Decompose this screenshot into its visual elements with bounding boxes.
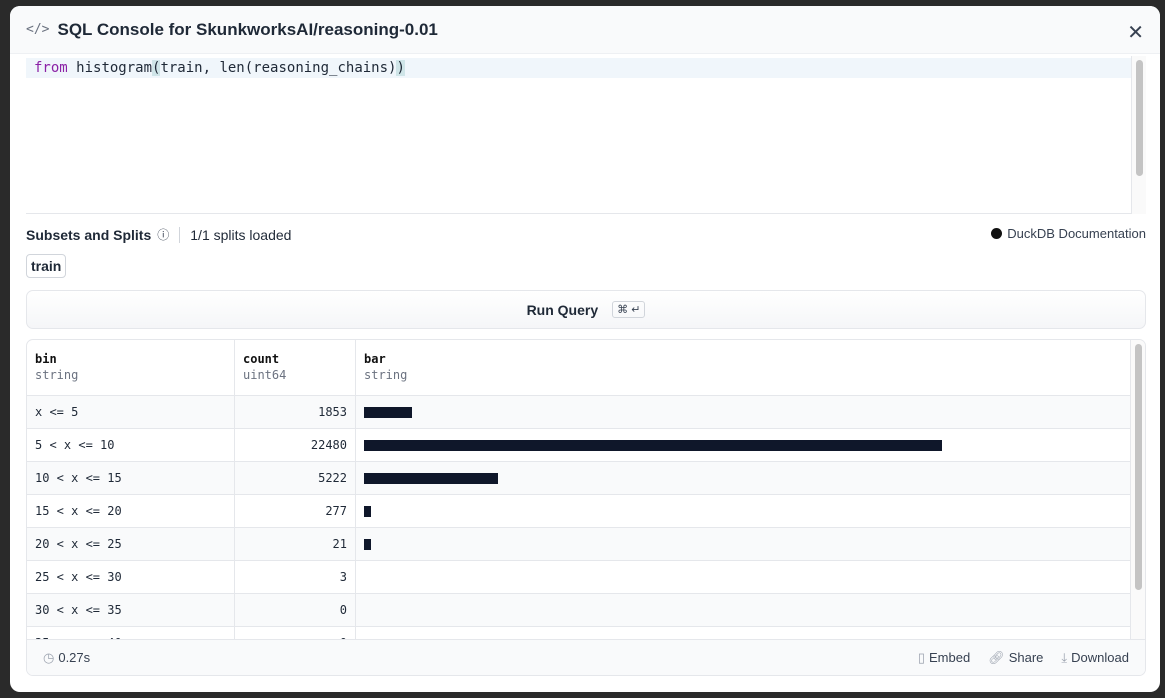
editor-scrollbar[interactable] — [1131, 56, 1146, 214]
split-chip-train[interactable]: train — [26, 254, 67, 278]
table-scrollbar[interactable] — [1130, 340, 1145, 640]
cell-bar — [356, 462, 1131, 494]
histogram-bar — [364, 472, 498, 484]
cell-bar — [356, 396, 1131, 428]
cell-count: 21 — [235, 528, 356, 560]
embed-button[interactable]: ▯ Embed — [917, 649, 971, 665]
table-row: 10 < x <= 15 5222 — [27, 462, 1131, 495]
modal-header: </> SQL Console for SkunkworksAI/reasoni… — [10, 6, 1160, 54]
download-icon: ⤓ — [1061, 649, 1068, 665]
cell-count: 0 — [235, 594, 356, 626]
column-header-bin[interactable]: bin string — [27, 340, 235, 395]
function-args: train, len(reasoning_chains) — [160, 60, 397, 76]
column-header-count[interactable]: count uint64 — [235, 340, 356, 395]
splits-status: 1/1 splits loaded — [190, 226, 292, 243]
cell-count: 22480 — [235, 429, 356, 461]
cell-bin: 20 < x <= 25 — [27, 528, 235, 560]
histogram-bar — [364, 406, 412, 418]
cell-count: 3 — [235, 561, 356, 593]
cell-bar — [356, 594, 1131, 626]
download-button[interactable]: ⤓ Download — [1061, 649, 1129, 665]
share-button[interactable]: 🔗︎ Share — [988, 649, 1044, 665]
cell-count: 5222 — [235, 462, 356, 494]
modal-title: SQL Console for SkunkworksAI/reasoning-0… — [57, 19, 438, 39]
duckdb-icon — [991, 228, 1003, 239]
keyword: from — [34, 60, 68, 76]
function-name: histogram — [76, 60, 153, 76]
cell-bin: x <= 5 — [27, 396, 235, 428]
query-time: 0.27s — [58, 650, 91, 665]
subsets-label: Subsets and Splits — [26, 226, 152, 243]
cell-bar — [356, 495, 1131, 527]
embed-icon: ▯ — [917, 649, 925, 665]
cell-bar — [356, 561, 1131, 593]
clock-icon: ◷ — [43, 649, 55, 665]
table-row: 15 < x <= 20 277 — [27, 495, 1131, 528]
histogram-bar — [364, 439, 942, 451]
run-query-label: Run Query — [526, 301, 599, 318]
subsets-row: Subsets and Splits ⓘ 1/1 splits loaded — [26, 226, 291, 243]
cell-bar — [356, 429, 1131, 461]
cell-bin: 30 < x <= 35 — [27, 594, 235, 626]
link-icon: 🔗︎ — [988, 649, 1005, 665]
query-line[interactable]: from histogram(train, len(reasoning_chai… — [26, 58, 1131, 78]
cell-bin: 35 < x <= 40 — [27, 627, 235, 640]
cell-bin: 10 < x <= 15 — [27, 462, 235, 494]
cell-bar — [356, 528, 1131, 560]
results-table: bin string count uint64 bar string x <= 5 18… — [26, 339, 1146, 676]
table-footer: ◷ 0.27s ▯ Embed 🔗︎ Share ⤓ Download — [27, 639, 1145, 675]
duckdb-docs-link[interactable]: DuckDB Documentation — [991, 226, 1146, 241]
cell-bin: 25 < x <= 30 — [27, 561, 235, 593]
cell-bin: 15 < x <= 20 — [27, 495, 235, 527]
table-row: 20 < x <= 25 21 — [27, 528, 1131, 561]
column-header-bar[interactable]: bar string — [364, 352, 408, 382]
table-row: 5 < x <= 10 22480 — [27, 429, 1131, 462]
histogram-bar — [364, 505, 371, 517]
sql-console-modal: </> SQL Console for SkunkworksAI/reasoni… — [10, 6, 1160, 692]
table-row: x <= 5 1853 — [27, 396, 1131, 429]
shortcut-badge: ⌘ ↵ — [612, 301, 646, 318]
cell-count: 0 — [235, 627, 356, 640]
cell-count: 1853 — [235, 396, 356, 428]
docs-link-label: DuckDB Documentation — [1007, 226, 1146, 241]
table-row: 30 < x <= 35 0 — [27, 594, 1131, 627]
cell-bin: 5 < x <= 10 — [27, 429, 235, 461]
histogram-bar — [364, 538, 371, 550]
table-row: 25 < x <= 30 3 — [27, 561, 1131, 594]
table-header: bin string count uint64 bar string — [27, 340, 1145, 396]
close-icon[interactable]: ✕ — [1127, 22, 1144, 44]
info-icon[interactable]: ⓘ — [157, 228, 170, 242]
table-row: 35 < x <= 400 — [27, 627, 1131, 640]
table-body: x <= 5 1853 5 < x <= 10 22480 10 < x <= 15 52… — [27, 396, 1131, 640]
code-icon: </> — [26, 22, 50, 37]
run-query-button[interactable]: Run Query ⌘ ↵ — [26, 290, 1146, 329]
cell-count: 277 — [235, 495, 356, 527]
sql-editor[interactable]: from histogram(train, len(reasoning_chai… — [26, 56, 1146, 214]
